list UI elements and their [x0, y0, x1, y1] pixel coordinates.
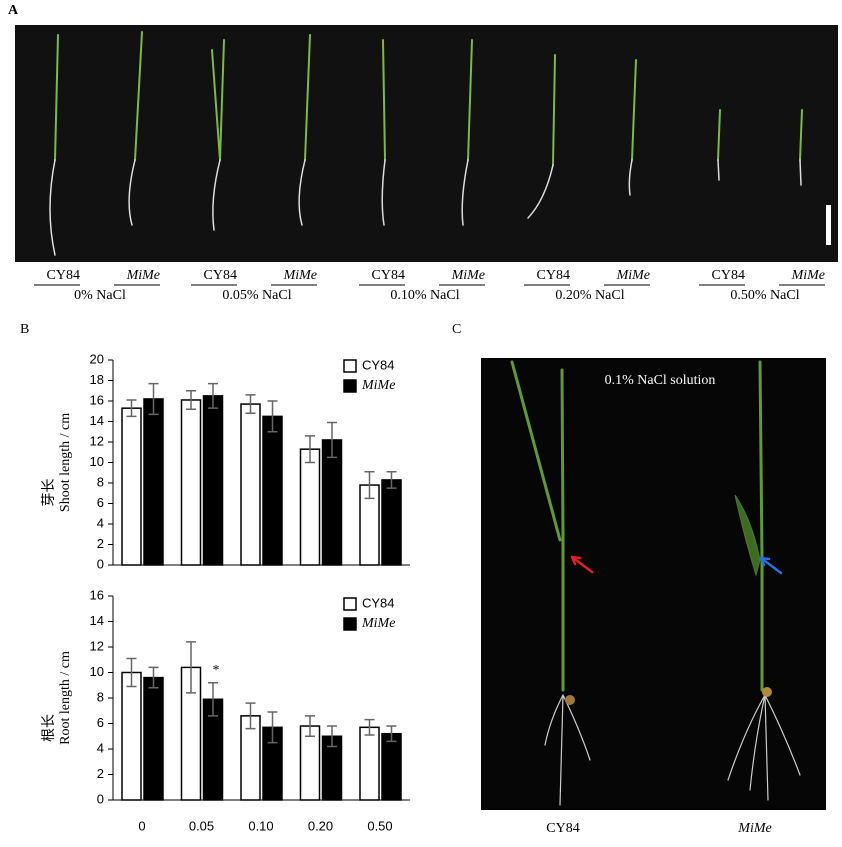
error-bar	[305, 435, 315, 464]
genotype-label: CY84	[47, 268, 80, 283]
error-bar	[208, 681, 218, 717]
legend-label: MiMe	[361, 378, 395, 393]
y-tick-label: 12	[90, 433, 104, 448]
y-tick-label: 2	[97, 536, 104, 551]
bar	[381, 479, 402, 566]
y-tick-label: 0	[97, 556, 104, 571]
photo-a	[15, 25, 838, 262]
error-bar	[386, 725, 397, 743]
genotype-label: CY84	[537, 268, 570, 283]
genotype-label: CY84	[204, 268, 237, 283]
error-bar	[327, 421, 337, 459]
condition-label: 0.20% NaCl	[555, 288, 624, 303]
y-tick-label: 4	[97, 740, 104, 755]
legend-swatch	[343, 359, 357, 373]
y-tick-label: 14	[90, 613, 104, 628]
error-bar	[126, 657, 137, 688]
error-bar	[186, 641, 196, 694]
panel-label: B	[20, 322, 29, 337]
y-axis-label: 根长	[41, 714, 57, 742]
error-bar	[208, 382, 218, 409]
error-bar	[245, 702, 256, 730]
y-tick-label: 20	[90, 351, 104, 366]
y-tick-label: 8	[97, 689, 104, 704]
y-tick-label: 0	[97, 791, 104, 806]
seedlings	[49, 31, 831, 256]
legend-swatch	[343, 379, 357, 393]
error-bar	[364, 470, 375, 500]
y-axis-label: Shoot length / cm	[58, 413, 73, 512]
y-axis-label: Root length / cm	[58, 651, 73, 745]
legend-label: CY84	[362, 595, 395, 610]
x-tick-label: 0.05	[189, 818, 214, 833]
error-bar	[386, 470, 397, 489]
error-bar	[305, 715, 315, 737]
error-bar	[327, 725, 337, 748]
legend-label: MiMe	[361, 616, 395, 631]
legend-swatch	[343, 617, 357, 631]
condition-label: 0% NaCl	[74, 288, 126, 303]
bar	[359, 726, 380, 801]
plants	[510, 360, 801, 806]
genotype-label: MiMe	[283, 268, 317, 283]
bar	[299, 448, 321, 566]
genotype-label: MiMe	[616, 268, 650, 283]
photo-annotation: 0.1% NaCl solution	[605, 373, 716, 388]
genotype-label: CY84	[712, 268, 745, 283]
bar	[299, 725, 321, 801]
y-tick-label: 8	[97, 474, 104, 489]
y-tick-label: 6	[97, 715, 104, 730]
y-tick-label: 16	[90, 392, 104, 407]
bar	[240, 403, 261, 566]
y-tick-label: 10	[90, 664, 104, 679]
genotype-label: MiMe	[126, 268, 160, 283]
error-bar	[364, 718, 375, 736]
bar	[180, 399, 202, 566]
photo-c	[481, 358, 826, 810]
y-tick-label: 10	[90, 454, 104, 469]
y-tick-label: 12	[90, 638, 104, 653]
condition-label: 0.10% NaCl	[390, 288, 459, 303]
error-bar	[186, 390, 196, 410]
error-bar	[148, 666, 159, 689]
genotype-label: CY84	[372, 268, 405, 283]
photo-label: CY84	[546, 821, 579, 836]
error-bar	[148, 382, 159, 416]
panel-label: C	[452, 322, 461, 337]
significance: *	[213, 663, 220, 678]
bar	[121, 407, 142, 566]
legend-swatch	[343, 597, 357, 611]
bar	[143, 398, 164, 566]
x-tick-label: 0.20	[308, 818, 333, 833]
panel-label: A	[8, 3, 19, 18]
bar	[262, 415, 283, 566]
x-tick-label: 0.10	[248, 818, 273, 833]
condition-label: 0.50% NaCl	[730, 288, 799, 303]
legend-label: CY84	[362, 357, 395, 372]
bar	[202, 395, 224, 566]
photo-label: MiMe	[737, 821, 771, 836]
y-tick-label: 4	[97, 515, 104, 530]
error-bar	[126, 399, 137, 418]
genotype-label: MiMe	[791, 268, 825, 283]
condition-label: 0.05% NaCl	[222, 288, 291, 303]
bar	[381, 732, 402, 801]
y-axis-label: 芽长	[41, 479, 57, 507]
y-tick-label: 2	[97, 766, 104, 781]
bar	[143, 676, 164, 801]
y-tick-label: 6	[97, 495, 104, 510]
y-tick-label: 18	[90, 372, 104, 387]
x-tick-label: 0.50	[367, 818, 392, 833]
y-tick-label: 16	[90, 587, 104, 602]
x-tick-label: 0	[138, 818, 145, 833]
error-bar	[267, 400, 278, 433]
error-bar	[267, 711, 278, 744]
genotype-label: MiMe	[451, 268, 485, 283]
bar	[321, 439, 343, 566]
bar	[121, 671, 142, 801]
error-bar	[245, 394, 256, 415]
y-tick-label: 14	[90, 413, 104, 428]
